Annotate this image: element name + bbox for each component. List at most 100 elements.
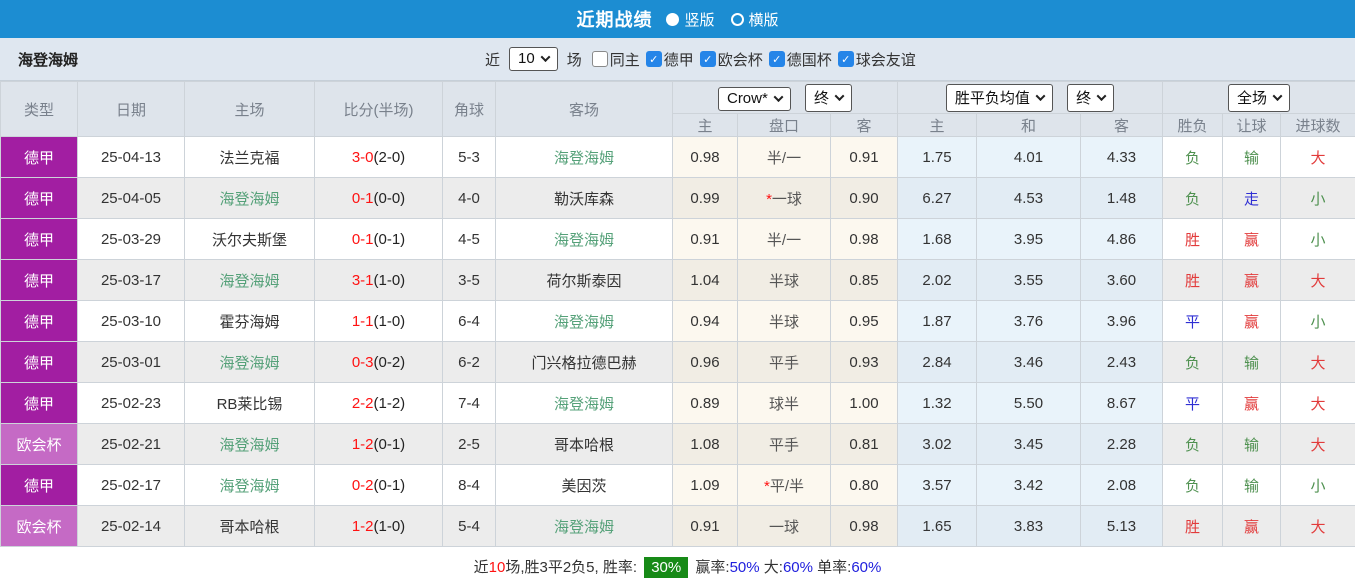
- chevron-down-icon: [773, 91, 784, 102]
- col-header-type: 类型: [0, 81, 78, 137]
- summary-text: 单率:: [812, 558, 852, 576]
- filter-checkbox[interactable]: 同主: [591, 49, 640, 70]
- away-team[interactable]: 海登海姆: [495, 136, 673, 178]
- match-date: 25-03-01: [77, 341, 185, 383]
- summary-text: 60%: [851, 558, 882, 576]
- title-bar: 近期战绩 竖版 横版: [0, 0, 1355, 38]
- score-cell: 1-2(0-1): [314, 423, 443, 465]
- away-team[interactable]: 哥本哈根: [495, 423, 673, 465]
- home-team[interactable]: 海登海姆: [184, 259, 315, 301]
- table-row: 德甲 25-03-17 海登海姆 3-1(1-0) 3-5 荷尔斯泰因 1.04…: [0, 259, 1355, 301]
- mean-lose: 8.67: [1080, 382, 1163, 424]
- win-rate-badge: 30%: [644, 556, 689, 578]
- home-team[interactable]: 海登海姆: [184, 464, 315, 506]
- chevron-down-icon: [834, 90, 845, 101]
- score-cell: 0-2(0-1): [314, 464, 443, 506]
- checkbox-icon: ✓: [645, 51, 662, 67]
- table-row: 德甲 25-04-13 法兰克福 3-0(2-0) 5-3 海登海姆 0.98 …: [0, 136, 1355, 178]
- subcol-odds-home: 主: [672, 113, 738, 137]
- corners-score: 3-5: [442, 259, 496, 301]
- result-handicap: 输: [1222, 464, 1281, 506]
- score-cell: 2-2(1-2): [314, 382, 443, 424]
- odds-away: 0.98: [830, 505, 898, 547]
- filter-checkbox[interactable]: ✓ 德甲: [645, 49, 694, 70]
- league-badge: 德甲: [0, 464, 78, 506]
- mean-draw: 4.53: [976, 177, 1081, 219]
- corners-score: 5-3: [442, 136, 496, 178]
- league-badge: 德甲: [0, 300, 78, 342]
- home-team[interactable]: 海登海姆: [184, 423, 315, 465]
- result-handicap: 赢: [1222, 218, 1281, 260]
- result-handicap: 赢: [1222, 382, 1281, 424]
- away-team[interactable]: 门兴格拉德巴赫: [495, 341, 673, 383]
- home-team[interactable]: 哥本哈根: [184, 505, 315, 547]
- home-team[interactable]: 法兰克福: [184, 136, 315, 178]
- handicap-line: 半/一: [737, 136, 831, 178]
- odds-away: 0.81: [830, 423, 898, 465]
- mean-type-select[interactable]: 胜平负均值: [945, 83, 1053, 112]
- league-badge: 德甲: [0, 259, 78, 301]
- handicap-line: 平手: [737, 341, 831, 383]
- score-cell: 3-1(1-0): [314, 259, 443, 301]
- away-team[interactable]: 海登海姆: [495, 218, 673, 260]
- league-badge: 欧会杯: [0, 505, 78, 547]
- league-badge: 德甲: [0, 382, 78, 424]
- filter-checkbox[interactable]: ✓ 球会友谊: [837, 49, 916, 70]
- odds-home: 0.91: [672, 505, 738, 547]
- home-team[interactable]: RB莱比锡: [184, 382, 315, 424]
- result-wdl: 负: [1162, 464, 1223, 506]
- mean-lose: 2.08: [1080, 464, 1163, 506]
- summary-text: 场,胜3平2负5, 胜率:: [505, 558, 642, 576]
- home-team[interactable]: 沃尔夫斯堡: [184, 218, 315, 260]
- mean-lose: 5.13: [1080, 505, 1163, 547]
- mean-stage-select[interactable]: 终: [1067, 83, 1115, 112]
- handicap-line: *平/半: [737, 464, 831, 506]
- chevron-down-icon: [1096, 90, 1107, 101]
- col-header-away: 客场: [495, 81, 673, 137]
- mean-draw: 4.01: [976, 136, 1081, 178]
- result-goals: 小: [1279, 177, 1355, 219]
- view-radio-selected[interactable]: 竖版: [666, 9, 715, 30]
- summary-text: 10: [488, 558, 506, 576]
- home-team[interactable]: 海登海姆: [184, 341, 315, 383]
- view-radio-option[interactable]: 横版: [730, 9, 779, 30]
- away-team[interactable]: 勒沃库森: [495, 177, 673, 219]
- mean-win: 1.68: [897, 218, 977, 260]
- away-team[interactable]: 海登海姆: [495, 505, 673, 547]
- odds-company-select[interactable]: Crow*: [717, 86, 791, 111]
- match-date: 25-03-17: [77, 259, 185, 301]
- match-date: 25-03-29: [77, 218, 185, 260]
- away-team[interactable]: 海登海姆: [495, 382, 673, 424]
- odds-home: 1.09: [672, 464, 738, 506]
- score-cell: 3-0(2-0): [314, 136, 443, 178]
- summary-text: 赢率:: [691, 558, 730, 576]
- result-goals: 小: [1279, 464, 1355, 506]
- subcol-result: 胜负: [1162, 113, 1223, 137]
- table-row: 德甲 25-02-23 RB莱比锡 2-2(1-2) 7-4 海登海姆 0.89…: [0, 382, 1355, 424]
- recent-count-select[interactable]: 10: [509, 47, 558, 71]
- odds-home: 0.96: [672, 341, 738, 383]
- mean-win: 3.02: [897, 423, 977, 465]
- result-goals: 小: [1279, 218, 1355, 260]
- odds-home: 0.99: [672, 177, 738, 219]
- odds-stage-select[interactable]: 终: [805, 83, 853, 112]
- scope-select[interactable]: 全场: [1228, 83, 1291, 112]
- filter-checkbox[interactable]: ✓ 欧会杯: [699, 49, 763, 70]
- home-team[interactable]: 海登海姆: [184, 177, 315, 219]
- mean-win: 1.75: [897, 136, 977, 178]
- mean-lose: 3.96: [1080, 300, 1163, 342]
- mean-draw: 5.50: [976, 382, 1081, 424]
- odds-away: 0.80: [830, 464, 898, 506]
- home-team[interactable]: 霍芬海姆: [184, 300, 315, 342]
- mean-draw: 3.45: [976, 423, 1081, 465]
- away-team[interactable]: 美因茨: [495, 464, 673, 506]
- league-filters: 同主 ✓ 德甲 ✓ 欧会杯 ✓ 德国杯 ✓ 球会友谊: [586, 49, 916, 70]
- filter-checkbox[interactable]: ✓ 德国杯: [768, 49, 832, 70]
- away-team[interactable]: 海登海姆: [495, 300, 673, 342]
- recent-suffix: 场: [566, 51, 582, 69]
- score-cell: 1-2(1-0): [314, 505, 443, 547]
- mean-draw: 3.42: [976, 464, 1081, 506]
- mean-lose: 2.28: [1080, 423, 1163, 465]
- table-header-row: 类型 日期 主场 比分(半场) 角球 客场 Crow* 终 胜平负均值 终 全场: [0, 81, 1355, 137]
- away-team[interactable]: 荷尔斯泰因: [495, 259, 673, 301]
